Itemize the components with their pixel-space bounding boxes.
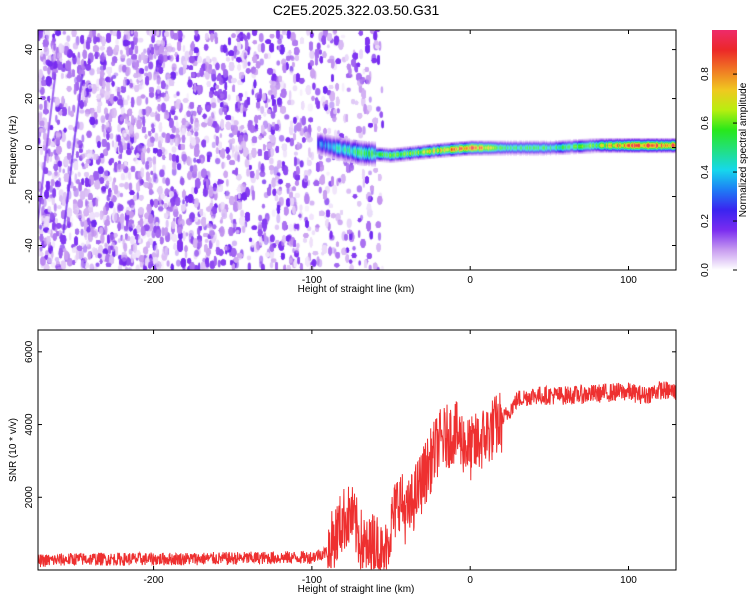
top-x-tick-label: -200 [144, 275, 164, 286]
bottom-y-tick-label: 2000 [24, 486, 35, 509]
figure-title: C2E5.2025.322.03.50.G31 [273, 2, 440, 18]
top-y-tick-label: -20 [24, 189, 35, 204]
bottom-x-label: Height of straight line (km) [298, 584, 415, 595]
bottom-y-label: SNR (10 * v/v) [8, 418, 19, 482]
top-x-tick-label: -100 [302, 275, 322, 286]
colorbar: 0.0 0.2 0.4 0.6 0.8 Normalized spectral ampl… [700, 30, 749, 277]
bottom-y-tick-label: 6000 [24, 340, 35, 363]
bottom-x-tick-label: 0 [467, 575, 473, 586]
colorbar-tick-label: 0.4 [700, 165, 711, 179]
colorbar-gradient [712, 30, 737, 270]
colorbar-tick-label: 0.0 [700, 263, 711, 277]
snr-series-line [37, 381, 677, 571]
bottom-panel: -200 -100 0 100 2000 4000 6000 Height of stra… [8, 329, 677, 595]
top-y-tick-label: 40 [24, 44, 35, 56]
bottom-x-tick-label: -100 [302, 575, 322, 586]
bottom-y-axis: 2000 4000 6000 [24, 340, 676, 508]
spectrogram-heatmap [38, 30, 676, 270]
bottom-x-tick-label: 100 [620, 575, 637, 586]
colorbar-ticks: 0.0 0.2 0.4 0.6 0.8 [700, 67, 737, 277]
colorbar-tick-label: 0.6 [700, 116, 711, 130]
top-y-tick-label: 0 [24, 144, 35, 150]
top-axes-frame [37, 29, 677, 271]
bottom-plot-bg [38, 330, 676, 570]
bottom-axes-frame [37, 329, 677, 571]
colorbar-label: Normalized spectral amplitude [738, 82, 749, 217]
colorbar-tick-label: 0.2 [700, 214, 711, 228]
top-panel: -200 -100 0 100 40 20 0 -20 -40 Height of strai… [8, 29, 677, 295]
top-x-label: Height of straight line (km) [298, 284, 415, 295]
bottom-x-axis: -200 -100 0 100 [144, 330, 637, 586]
top-y-tick-label: 20 [24, 93, 35, 105]
top-y-axis: 40 20 0 -20 -40 [24, 44, 676, 253]
bottom-x-tick-label: -200 [144, 575, 164, 586]
top-y-label: Frequency (Hz) [8, 116, 19, 185]
top-x-axis: -200 -100 0 100 [144, 30, 637, 286]
top-x-tick-label: 0 [467, 275, 473, 286]
colorbar-tick-label: 0.8 [700, 67, 711, 81]
bottom-y-tick-label: 4000 [24, 413, 35, 436]
top-y-tick-label: -40 [24, 238, 35, 253]
top-x-tick-label: 100 [620, 275, 637, 286]
